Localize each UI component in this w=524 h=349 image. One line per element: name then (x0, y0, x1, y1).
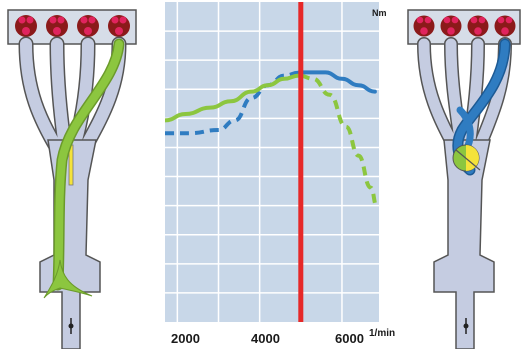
right-intake-manifold-short-path (400, 0, 524, 349)
switch-flap-closed (452, 144, 481, 172)
series-1-dashed-line (300, 74, 379, 209)
x-tick-label-2000: 2000 (171, 331, 200, 346)
x-tick-label-6000: 6000 (335, 331, 364, 346)
chart-background (165, 2, 379, 322)
throttle-pivot (463, 323, 469, 329)
cylinder-row (413, 15, 516, 37)
green-airflow-path (54, 40, 123, 289)
series-1-solid-line (165, 73, 303, 123)
plenum-throat (433, 139, 495, 349)
left-intake-manifold-long-path (0, 0, 140, 349)
x-tick-label-4000: 4000 (251, 331, 280, 346)
left-manifold-diagram (7, 9, 137, 349)
right-manifold-diagram (407, 9, 521, 349)
series-0-dashed-line (165, 70, 299, 136)
cylinder-row (15, 15, 130, 37)
green-airflow-inlet (43, 259, 93, 299)
torque-chart: 2000 4000 6000 1/min Nm (165, 2, 395, 349)
torque-chart-plot (165, 2, 379, 322)
y-unit-label: Nm (372, 8, 387, 18)
throttle-pivot (68, 323, 74, 329)
x-unit-label: 1/min (369, 328, 396, 339)
